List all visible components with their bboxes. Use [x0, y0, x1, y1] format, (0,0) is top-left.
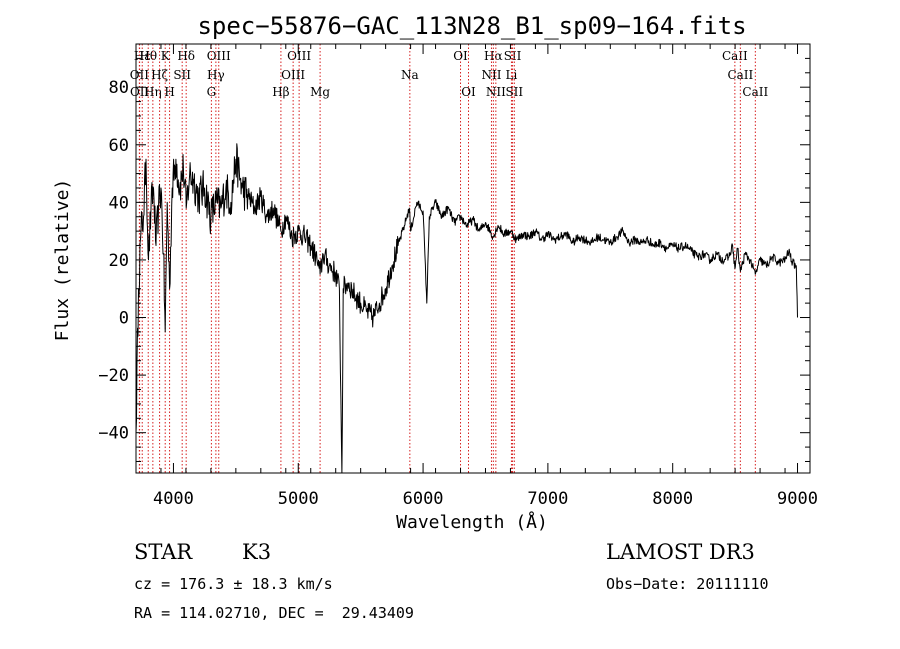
y-tick-label: −40 — [98, 424, 129, 444]
spectral-line-label: Hδ — [177, 49, 195, 63]
spectral-line-label: Li — [506, 68, 518, 82]
spectral-line-label: Hβ — [272, 85, 289, 99]
survey-name: LAMOST DR3 — [606, 540, 755, 564]
chart-title: spec−55876−GAC_113N28_B1_sp09−164.fits — [197, 12, 746, 40]
x-tick-label: 7000 — [527, 489, 568, 509]
spectral-line-label: Hθ — [139, 49, 157, 63]
object-class: STAR — [134, 540, 193, 564]
y-tick-label: −20 — [98, 366, 129, 386]
spectral-line-label: SII — [505, 85, 523, 99]
spectral-line-label: SII — [173, 68, 191, 82]
spectral-line-label: Hε — [134, 49, 151, 63]
spectral-line-label: Hζ — [151, 68, 168, 82]
spectral-line-label: CaII — [727, 68, 753, 82]
y-tick-label: 80 — [109, 78, 129, 98]
x-tick-label: 6000 — [403, 489, 444, 509]
x-tick-label: 5000 — [278, 489, 319, 509]
x-tick-label: 4000 — [153, 489, 194, 509]
spectral-line-label: CaII — [722, 49, 748, 63]
spectral-line-label: H — [164, 85, 174, 99]
coordinates-text: RA = 114.02710, DEC = 29.43409 — [134, 604, 414, 622]
y-axis-label: Flux (relative) — [52, 179, 73, 342]
spectral-line-label: G — [207, 85, 217, 99]
spectral-line-label: CaII — [742, 85, 768, 99]
spectral-line-label: K — [161, 49, 171, 63]
y-tick-label: 40 — [109, 193, 129, 213]
spectrum-series-line — [135, 143, 798, 474]
redshift-text: cz = 176.3 ± 18.3 km/s — [134, 575, 333, 593]
x-tick-label: 9000 — [777, 489, 818, 509]
y-tick-label: 60 — [109, 136, 129, 156]
spectral-line-label: NII — [481, 68, 501, 82]
spectral-line-label: Mg — [310, 85, 330, 99]
object-subclass: K3 — [242, 540, 272, 564]
spectral-line-label: Hη — [144, 85, 162, 99]
obs-date-text: Obs−Date: 20111110 — [606, 575, 769, 593]
spectral-lines-layer: Hε OII OII Hθ Hη K Hζ SII H Hδ OIII Hγ G Hβ OIII OIII Mg… — [130, 44, 768, 473]
spectral-line-label: OIII — [207, 49, 231, 63]
spectral-line-label: OI — [453, 49, 468, 63]
x-tick-label: 8000 — [652, 489, 693, 509]
spectral-line-label: NII — [486, 85, 506, 99]
spectral-line-label: OII — [130, 85, 150, 99]
spectral-line-label: Hα — [484, 49, 503, 63]
spectrum-layer — [135, 143, 798, 474]
axis-ticks-layer: 4000 5000 6000 7000 8000 9000 −40 −20 0 20 40 60 80 — [98, 44, 818, 509]
spectral-line-label: OIII — [281, 68, 305, 82]
y-tick-label: 20 — [109, 251, 129, 271]
spectral-line-label: OI — [461, 85, 476, 99]
spectral-line-label: OII — [130, 68, 150, 82]
spectral-line-label: Na — [401, 68, 419, 82]
plot-frame — [135, 43, 811, 474]
spectral-line-label: Hγ — [207, 68, 225, 82]
y-tick-label: 0 — [119, 309, 129, 329]
spectral-line-label: SII — [504, 49, 522, 63]
spectral-line-label: OIII — [287, 49, 311, 63]
x-axis-label: Wavelength (Å) — [396, 511, 548, 533]
